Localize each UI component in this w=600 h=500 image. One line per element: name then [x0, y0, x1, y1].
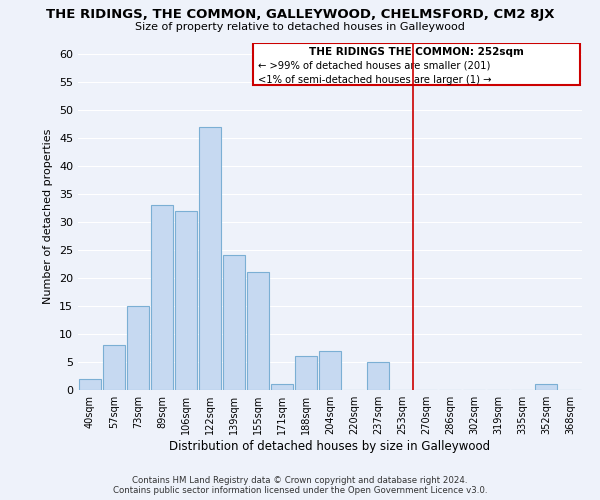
- Bar: [223, 256, 245, 390]
- Bar: [175, 210, 197, 390]
- Bar: [151, 205, 173, 390]
- Bar: [79, 379, 101, 390]
- Bar: [295, 356, 317, 390]
- Text: THE RIDINGS, THE COMMON, GALLEYWOOD, CHELMSFORD, CM2 8JX: THE RIDINGS, THE COMMON, GALLEYWOOD, CHE…: [46, 8, 554, 21]
- Text: Contains HM Land Registry data © Crown copyright and database right 2024.
Contai: Contains HM Land Registry data © Crown c…: [113, 476, 487, 495]
- Text: THE RIDINGS THE COMMON: 252sqm: THE RIDINGS THE COMMON: 252sqm: [309, 47, 524, 57]
- Bar: [247, 272, 269, 390]
- Text: <1% of semi-detached houses are larger (1) →: <1% of semi-detached houses are larger (…: [258, 75, 491, 85]
- Bar: [199, 126, 221, 390]
- Bar: [103, 345, 125, 390]
- Text: ← >99% of detached houses are smaller (201): ← >99% of detached houses are smaller (2…: [258, 60, 490, 70]
- Bar: [271, 384, 293, 390]
- Bar: [319, 351, 341, 390]
- FancyBboxPatch shape: [253, 42, 580, 84]
- Text: Size of property relative to detached houses in Galleywood: Size of property relative to detached ho…: [135, 22, 465, 32]
- X-axis label: Distribution of detached houses by size in Galleywood: Distribution of detached houses by size …: [169, 440, 491, 453]
- Bar: [127, 306, 149, 390]
- Y-axis label: Number of detached properties: Number of detached properties: [43, 128, 53, 304]
- Bar: [535, 384, 557, 390]
- Bar: [367, 362, 389, 390]
